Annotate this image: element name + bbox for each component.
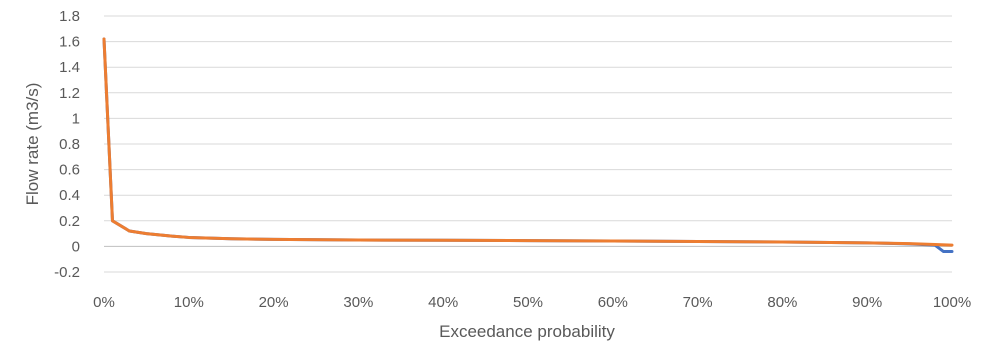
x-tick-label: 20% (259, 294, 289, 311)
x-tick-label: 80% (767, 294, 797, 311)
x-axis-title: Exceedance probability (439, 322, 615, 341)
y-tick-label: -0.2 (54, 264, 80, 281)
gridlines (104, 15, 952, 273)
series-line-2 (102, 37, 954, 247)
y-tick-label: 0.8 (59, 136, 80, 153)
x-tick-label: 90% (852, 294, 882, 311)
x-tick-label: 50% (513, 294, 543, 311)
x-tick-label: 30% (343, 294, 373, 311)
x-tick-label: 40% (428, 294, 458, 311)
series-line-1 (102, 37, 954, 254)
series-lines (102, 37, 954, 254)
x-tick-label: 0% (93, 294, 115, 311)
x-tick-label: 10% (174, 294, 204, 311)
y-tick-label: 0.6 (59, 162, 80, 179)
y-tick-label: 1.4 (59, 59, 80, 76)
y-tick-label: 1 (72, 110, 80, 127)
y-tick-label: 0.2 (59, 213, 80, 230)
y-tick-label: 1.2 (59, 85, 80, 102)
y-axis-title: Flow rate (m3/s) (23, 83, 42, 206)
x-tick-label: 60% (598, 294, 628, 311)
tick-labels: -0.2 0 0.2 0.4 0.6 0.8 1 1.2 1.4 1.6 1.8 0% 10% 20% 30… (54, 8, 971, 311)
x-tick-label: 70% (683, 294, 713, 311)
y-tick-label: 1.6 (59, 34, 80, 51)
y-tick-label: 0 (72, 238, 80, 255)
y-tick-label: 0.4 (59, 187, 80, 204)
y-tick-label: 1.8 (59, 8, 80, 25)
x-tick-label: 100% (933, 294, 971, 311)
